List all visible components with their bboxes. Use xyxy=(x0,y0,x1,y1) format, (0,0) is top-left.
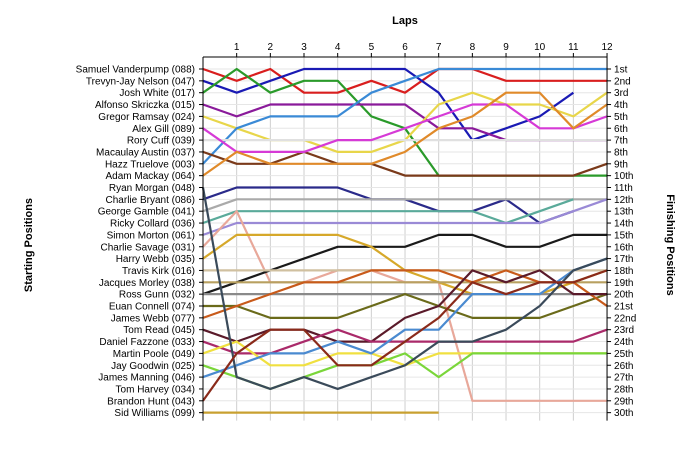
finish-position-label: 27th xyxy=(614,373,633,384)
finish-position-label: 28th xyxy=(614,384,633,395)
finish-position-label: 7th xyxy=(614,136,628,147)
series-line xyxy=(201,187,608,390)
driver-name-label: Rory Cuff (039) xyxy=(127,136,195,147)
driver-name-label: Josh White (017) xyxy=(119,88,195,99)
driver-name-label: Gregor Ramsay (024) xyxy=(98,112,195,123)
finish-position-label: 10th xyxy=(614,171,633,182)
left-axis-title: Starting Positions xyxy=(23,198,35,292)
driver-name-label: Jacques Morley (038) xyxy=(99,278,195,289)
driver-name-label: Ryan Morgan (048) xyxy=(109,183,195,194)
labels: 1 2 3 4 5 6 7 8 9 10 11 121st2nd3rd4th5th6th7th8th9… xyxy=(76,42,637,419)
lap-tick-label: 6 xyxy=(402,42,408,53)
series-line xyxy=(203,293,608,319)
lap-tick-label: 4 xyxy=(335,42,341,53)
finish-position-label: 1st xyxy=(614,65,628,76)
finish-position-label: 6th xyxy=(614,124,628,135)
driver-name-label: Adam Mackay (064) xyxy=(106,171,195,182)
finish-position-label: 21st xyxy=(614,302,633,313)
finish-position-label: 9th xyxy=(614,159,628,170)
finish-position-label: 26th xyxy=(614,361,633,372)
series-lines xyxy=(201,67,608,414)
lap-tick-label: 2 xyxy=(268,42,274,53)
series-line xyxy=(202,91,608,177)
driver-name-label: Alfonso Skriczka (015) xyxy=(95,100,195,111)
series-line xyxy=(202,67,607,165)
lap-tick-label: 12 xyxy=(601,42,613,53)
driver-name-label: Sid Williams (099) xyxy=(114,408,195,419)
finish-position-label: 30th xyxy=(614,408,633,419)
driver-name-label: Macaulay Austin (037) xyxy=(96,147,195,158)
series-line xyxy=(202,269,608,402)
series-line xyxy=(202,198,607,213)
finish-position-label: 3rd xyxy=(614,88,628,99)
finish-position-label: 2nd xyxy=(614,76,631,87)
finish-position-label: 14th xyxy=(614,219,633,230)
finish-position-label: 11th xyxy=(614,183,633,194)
finish-position-label: 15th xyxy=(614,230,633,241)
lap-tick-label: 8 xyxy=(470,42,476,53)
driver-name-label: Travis Kirk (016) xyxy=(122,266,195,277)
driver-name-label: Samuel Vanderpump (088) xyxy=(76,65,195,76)
finish-position-label: 24th xyxy=(614,337,633,348)
lap-tick-label: 1 xyxy=(234,42,240,53)
driver-name-label: Charlie Bryant (086) xyxy=(106,195,195,206)
driver-name-label: Euan Connell (074) xyxy=(109,302,195,313)
driver-name-label: James Webb (077) xyxy=(111,313,195,324)
driver-name-label: Brandon Hunt (043) xyxy=(107,396,195,407)
series-line xyxy=(202,103,608,153)
series-line xyxy=(202,198,574,225)
driver-name-label: George Gamble (041) xyxy=(98,207,195,218)
finish-position-label: 18th xyxy=(614,266,633,277)
lap-tick-label: 9 xyxy=(503,42,509,53)
driver-name-label: Simon Morton (061) xyxy=(107,230,195,241)
finish-position-label: 20th xyxy=(614,290,633,301)
finish-position-label: 8th xyxy=(614,147,628,158)
driver-name-label: Martin Poole (049) xyxy=(113,349,195,360)
driver-name-label: Daniel Fazzone (033) xyxy=(99,337,195,348)
driver-name-label: Harry Webb (035) xyxy=(116,254,195,265)
driver-name-label: Tom Harvey (034) xyxy=(116,384,195,395)
driver-name-label: James Manning (046) xyxy=(98,373,195,384)
finish-position-label: 23rd xyxy=(614,325,634,336)
finish-position-label: 19th xyxy=(614,278,633,289)
driver-name-label: Alex Gill (089) xyxy=(132,124,195,135)
finish-position-label: 5th xyxy=(614,112,628,123)
finish-position-label: 22nd xyxy=(614,313,636,324)
finish-position-label: 13th xyxy=(614,207,633,218)
series-line xyxy=(202,67,575,142)
lap-tick-label: 11 xyxy=(568,42,579,53)
right-axis-title: Finishing Positions xyxy=(664,194,676,295)
x-axis-title: Laps xyxy=(392,15,418,27)
lap-tick-label: 7 xyxy=(436,42,442,53)
lap-tick-label: 10 xyxy=(534,42,546,53)
series-line xyxy=(202,198,608,236)
driver-name-label: Ricky Collard (036) xyxy=(110,219,195,230)
finish-position-label: 17th xyxy=(614,254,633,265)
finish-position-label: 16th xyxy=(614,242,633,253)
driver-name-label: Hazz Truelove (003) xyxy=(105,159,195,170)
driver-name-label: Ross Gunn (032) xyxy=(119,290,195,301)
driver-name-label: Jay Goodwin (025) xyxy=(111,361,195,372)
finish-position-label: 29th xyxy=(614,396,633,407)
lap-tick-label: 5 xyxy=(369,42,375,53)
finish-position-label: 25th xyxy=(614,349,633,360)
finish-position-label: 4th xyxy=(614,100,628,111)
series-line xyxy=(202,257,608,379)
driver-name-label: Charlie Savage (031) xyxy=(101,242,196,253)
finish-position-label: 12th xyxy=(614,195,633,206)
lap-tick-label: 3 xyxy=(301,42,307,53)
axes xyxy=(199,53,612,421)
series-line xyxy=(202,67,607,94)
driver-name-label: Tom Read (045) xyxy=(123,325,195,336)
driver-name-label: Trevyn-Jay Nelson (047) xyxy=(86,76,195,87)
